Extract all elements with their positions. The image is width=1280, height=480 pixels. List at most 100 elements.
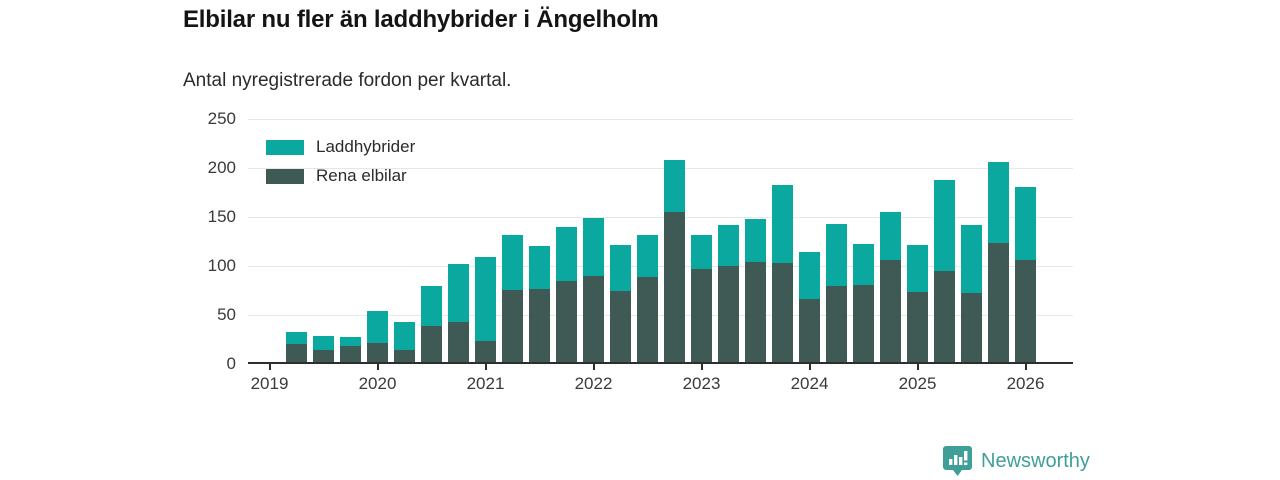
segment-rena-elbilar [664,212,685,362]
segment-rena-elbilar [880,260,901,362]
segment-rena-elbilar [529,289,550,362]
segment-rena-elbilar [583,275,604,362]
x-axis-tick [700,364,703,370]
segment-laddhybrider [637,234,658,277]
segment-laddhybrider [475,257,496,342]
bar-2019-q3 [313,335,334,362]
bar-2025-q3 [961,224,982,362]
bar-2020-q3 [421,285,442,362]
segment-rena-elbilar [772,263,793,362]
gridline [248,315,1073,316]
bar-2023-q2 [718,224,739,362]
segment-laddhybrider [718,224,739,266]
segment-rena-elbilar [961,293,982,362]
bar-2021-q1 [475,257,496,362]
newsworthy-pin-barchart-icon [943,446,972,476]
segment-laddhybrider [664,160,685,213]
segment-rena-elbilar [556,280,577,362]
bar-2019-q2 [286,331,307,362]
bar-2021-q3 [529,246,550,362]
segment-laddhybrider [691,234,712,269]
segment-laddhybrider [529,246,550,290]
segment-rena-elbilar [367,343,388,362]
segment-laddhybrider [448,264,469,322]
segment-rena-elbilar [475,341,496,362]
bar-2021-q2 [502,234,523,362]
y-axis-tick-label: 100 [207,256,236,275]
segment-rena-elbilar [421,325,442,362]
bar-2022-q1 [583,217,604,362]
segment-rena-elbilar [718,265,739,362]
gridline [248,168,1073,169]
segment-rena-elbilar [988,243,1009,362]
bar-2022-q3 [637,234,658,362]
segment-laddhybrider [610,245,631,292]
legend: Laddhybrider Rena elbilar [266,137,415,186]
segment-rena-elbilar [340,346,361,362]
segment-laddhybrider [367,311,388,344]
gridline [248,266,1073,267]
segment-rena-elbilar [313,350,334,362]
segment-laddhybrider [961,224,982,294]
x-axis-tick [808,364,811,370]
x-axis-tick [268,364,271,370]
bar-2025-q1 [907,245,928,362]
x-axis-tick [1024,364,1027,370]
segment-laddhybrider [286,331,307,345]
segment-rena-elbilar [934,270,955,362]
x-axis-tick [916,364,919,370]
segment-laddhybrider [1015,186,1036,261]
segment-laddhybrider [313,335,334,351]
x-axis-tick [376,364,379,370]
segment-rena-elbilar [286,344,307,362]
legend-swatch-rena-elbilar [266,168,304,184]
bar-2022-q4 [664,160,685,362]
x-axis-tick-label: 2025 [898,374,937,393]
x-axis-tick-label: 2021 [466,374,505,393]
bar-2023-q3 [745,218,766,362]
newsworthy-logo: Newsworthy [942,445,1090,478]
x-axis-tick-label: 2019 [250,374,289,393]
segment-laddhybrider [583,217,604,276]
segment-laddhybrider [421,285,442,326]
bar-2025-q4 [988,162,1009,362]
x-axis-tick-label: 2024 [790,374,829,393]
segment-laddhybrider [934,179,955,271]
segment-rena-elbilar [448,321,469,362]
segment-laddhybrider [502,234,523,291]
segment-rena-elbilar [637,276,658,362]
legend-label: Laddhybrider [316,137,416,156]
bar-2024-q1 [799,252,820,362]
x-axis-tick-label: 2023 [682,374,721,393]
segment-rena-elbilar [853,284,874,362]
x-axis-tick-label: 2026 [1006,374,1045,393]
segment-laddhybrider [799,252,820,300]
bar-2026-q1 [1015,186,1036,362]
bar-2023-q1 [691,234,712,362]
segment-rena-elbilar [907,292,928,362]
segment-rena-elbilar [610,291,631,362]
bar-2024-q4 [880,212,901,362]
bar-2023-q4 [772,184,793,362]
x-axis-tick [592,364,595,370]
gridline [248,119,1073,120]
segment-laddhybrider [907,245,928,293]
segment-rena-elbilar [502,290,523,362]
segment-laddhybrider [556,226,577,281]
chart-title: Elbilar nu fler än laddhybrider i Ängelh… [183,6,659,33]
x-axis-tick [484,364,487,370]
y-axis-tick-label: 50 [217,305,236,324]
bar-2022-q2 [610,245,631,362]
bar-2019-q4 [340,336,361,362]
x-axis-tick-label: 2020 [358,374,397,393]
bar-2020-q2 [394,321,415,362]
bar-2020-q1 [367,311,388,362]
segment-laddhybrider [340,336,361,347]
y-axis-tick-label: 250 [207,109,236,128]
bar-2024-q3 [853,244,874,362]
segment-rena-elbilar [691,268,712,362]
newsworthy-wordmark: Newsworthy [981,450,1090,472]
y-axis-tick-label: 150 [207,207,236,226]
legend-item-laddhybrider: Laddhybrider [266,137,415,157]
legend-label: Rena elbilar [316,166,407,185]
